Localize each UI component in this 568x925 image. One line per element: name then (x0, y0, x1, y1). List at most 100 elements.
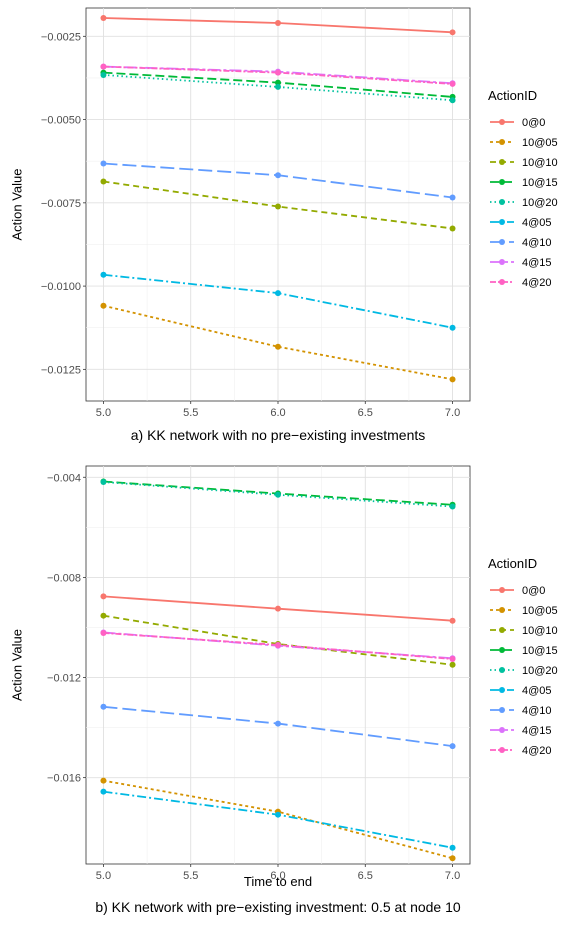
data-point-4@05 (449, 324, 456, 331)
legend-key-point (499, 587, 505, 593)
data-point-4@20 (100, 629, 107, 636)
legend-label: 4@15 (522, 257, 552, 269)
data-point-4@05 (275, 811, 281, 818)
data-point-0@0 (100, 593, 107, 600)
x-tick-label: 6.0 (270, 407, 285, 419)
legend: ActionID 0@0 10@05 10@10 10@15 10@20 4@05 4@10 4… (488, 88, 558, 289)
legend-item: 4@15 (490, 725, 552, 737)
legend-item: 10@10 (490, 157, 558, 169)
legend-item: 4@15 (490, 257, 552, 269)
data-point-0@0 (449, 617, 456, 624)
x-tick-label: 5.0 (96, 870, 111, 882)
data-point-0@0 (100, 14, 107, 21)
x-tick-label: 5.5 (183, 407, 198, 419)
data-point-10@20 (449, 503, 456, 510)
legend-item: 4@10 (490, 237, 552, 249)
data-point-10@05 (449, 855, 456, 862)
data-point-4@20 (275, 641, 281, 648)
data-point-4@10 (275, 720, 281, 727)
y-axis-title: Action Value (10, 168, 25, 240)
data-point-10@15 (275, 79, 281, 86)
x-axis-title: Time to end (244, 874, 312, 889)
legend-label: 0@0 (522, 585, 545, 597)
data-point-10@20 (449, 97, 456, 104)
y-axis-title: Action Value (10, 629, 25, 701)
data-point-10@10 (275, 203, 281, 210)
legend-item: 10@10 (490, 625, 558, 637)
legend-key-point (499, 199, 505, 205)
data-point-0@0 (275, 19, 281, 26)
y-tick-label: −0.0050 (41, 115, 81, 127)
legend-key-point (499, 179, 505, 185)
legend-label: 10@20 (522, 665, 558, 677)
y-tick-label: −0.0125 (41, 364, 81, 376)
legend-item: 0@0 (490, 117, 545, 129)
legend-label: 10@10 (522, 157, 558, 169)
x-tick-label: 5.5 (183, 870, 198, 882)
legend-item: 4@20 (490, 277, 552, 289)
data-point-10@05 (100, 777, 107, 784)
y-tick-label: −0.012 (47, 673, 81, 685)
y-tick-label: −0.008 (47, 572, 81, 584)
legend-key-point (499, 627, 505, 633)
chart-caption: b) KK network with pre−existing investme… (95, 899, 461, 915)
legend-label: 4@05 (522, 685, 552, 697)
data-point-4@20 (275, 69, 281, 76)
legend-item: 10@05 (490, 605, 558, 617)
data-point-10@10 (449, 225, 456, 232)
legend-key-point (499, 747, 505, 753)
chart-2: 5.0 5.5 6.0 6.5 7.0 −0.004 −0.008 −0.012 −0.016 A… (10, 465, 558, 915)
data-point-10@20 (275, 491, 281, 498)
legend-key-point (499, 727, 505, 733)
legend-label: 4@20 (522, 745, 552, 757)
legend-item: 4@10 (490, 705, 552, 717)
legend-label: 10@15 (522, 645, 558, 657)
data-point-4@10 (100, 160, 107, 167)
legend-item: 10@20 (490, 665, 558, 677)
legend-key-point (499, 647, 505, 653)
legend-label: 10@05 (522, 605, 558, 617)
legend-key-point (499, 119, 505, 125)
legend-label: 10@15 (522, 177, 558, 189)
data-point-10@05 (449, 376, 456, 383)
series-line-4@20 (103, 65, 453, 85)
legend-label: 4@15 (522, 725, 552, 737)
legend-key-point (499, 667, 505, 673)
legend-label: 10@05 (522, 137, 558, 149)
legend-key-point (499, 607, 505, 613)
data-point-4@05 (275, 290, 281, 297)
data-point-10@10 (100, 178, 107, 185)
legend-label: 10@10 (522, 625, 558, 637)
legend-label: 4@10 (522, 705, 552, 717)
data-point-10@10 (100, 612, 107, 619)
legend: ActionID 0@0 10@05 10@10 10@15 10@20 4@05 4@10 4… (488, 556, 558, 757)
legend-key-point (499, 687, 505, 693)
legend-title: ActionID (488, 88, 537, 103)
legend-item: 0@0 (490, 585, 545, 597)
y-tick-label: −0.016 (47, 773, 81, 785)
data-point-10@20 (100, 71, 107, 78)
legend-item: 10@15 (490, 645, 558, 657)
data-point-4@05 (100, 788, 107, 795)
legend-key-point (499, 139, 505, 145)
legend-item: 10@15 (490, 177, 558, 189)
legend-label: 10@20 (522, 197, 558, 209)
data-point-4@05 (100, 271, 107, 278)
series-line-10@10 (103, 614, 453, 666)
x-tick-label: 7.0 (445, 870, 460, 882)
data-point-0@0 (449, 29, 456, 36)
y-tick-label: −0.0100 (41, 281, 81, 293)
x-tick-label: 6.5 (358, 870, 373, 882)
x-tick-label: 5.0 (96, 407, 111, 419)
y-tick-label: −0.0075 (41, 198, 81, 210)
data-point-4@10 (275, 172, 281, 179)
x-tick-label: 6.0 (270, 870, 285, 882)
chart-1: 5.0 5.5 6.0 6.5 7.0 −0.0025 −0.0050 −0.0075 −0.0… (10, 7, 558, 443)
legend-key-point (499, 239, 505, 245)
chart-caption: a) KK network with no pre−existing inves… (131, 427, 426, 443)
data-point-10@20 (275, 83, 281, 90)
data-point-10@05 (275, 343, 281, 350)
data-point-4@20 (449, 80, 456, 87)
data-point-4@20 (449, 655, 456, 662)
